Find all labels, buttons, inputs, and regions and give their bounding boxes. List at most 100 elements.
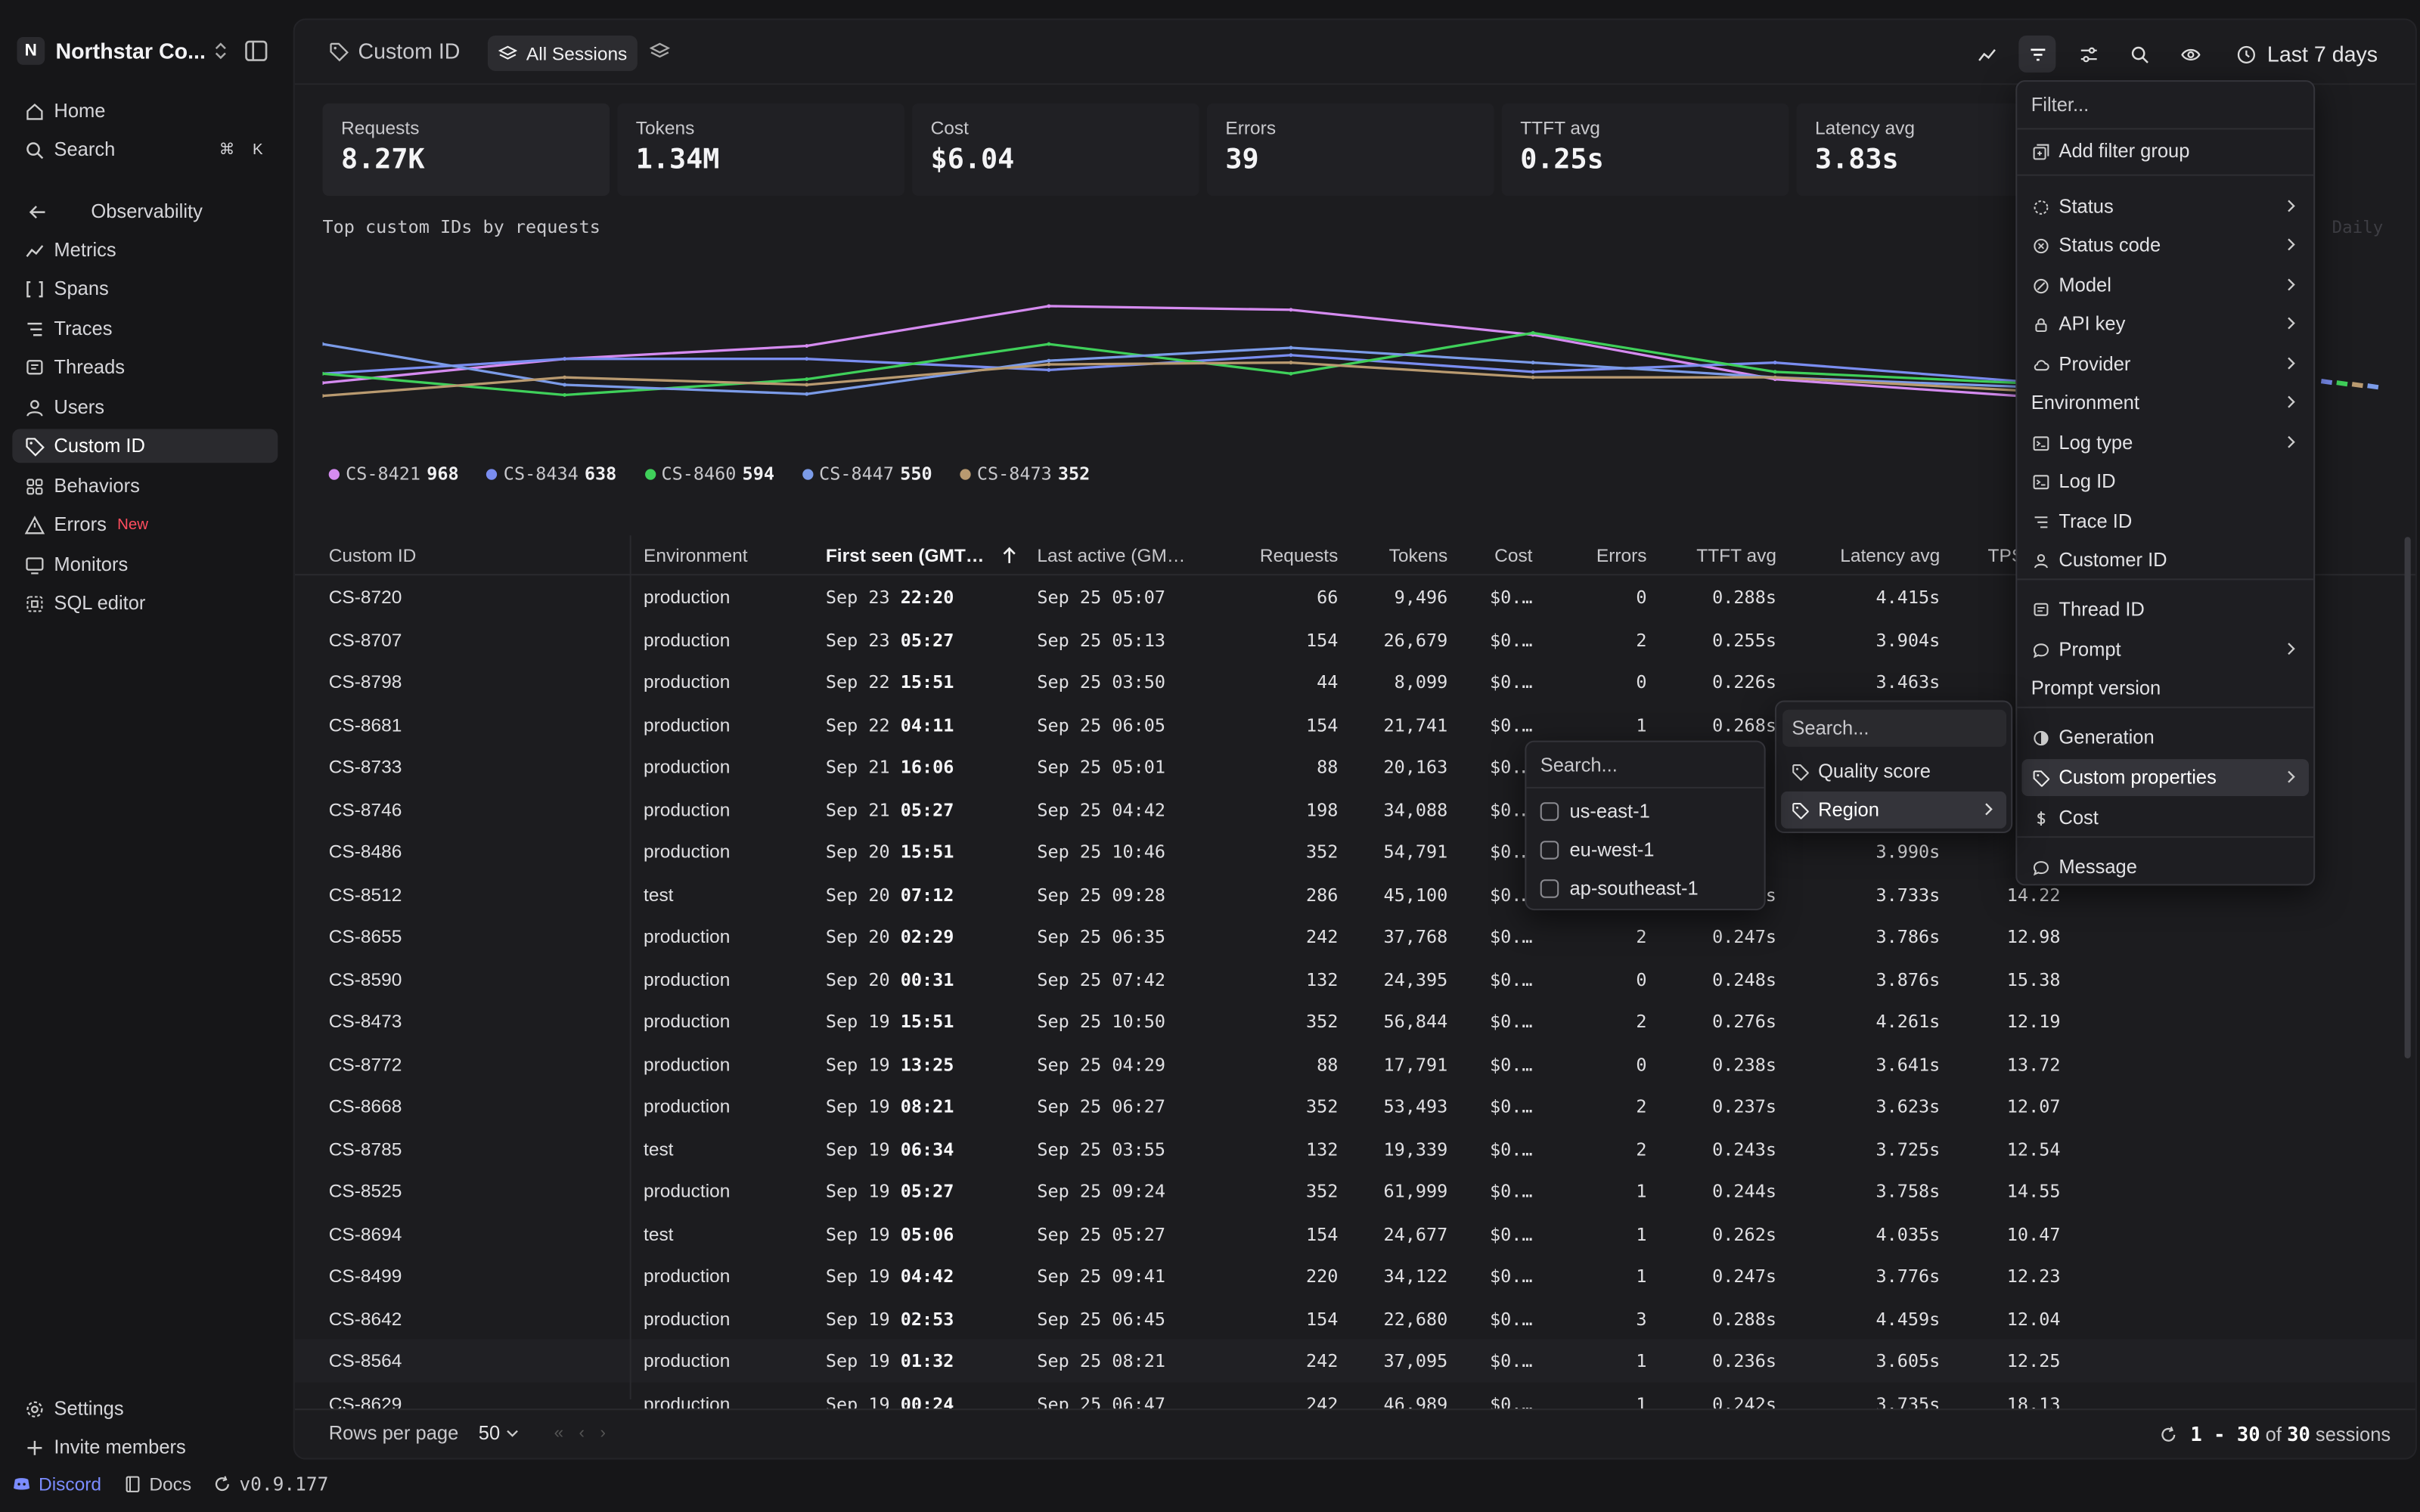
column-header[interactable]: Requests <box>1259 544 1339 566</box>
first-page-icon[interactable]: « <box>554 1424 564 1443</box>
filter-option-prompt-version[interactable]: Prompt version <box>2021 670 2309 707</box>
nav-custom-id[interactable]: Custom ID <box>12 429 278 463</box>
table-row[interactable]: CS-8642 production Sep 19 02:53 Sep 25 06:4… <box>295 1297 2415 1339</box>
filter-option-custom-properties[interactable]: Custom properties <box>2021 759 2310 797</box>
filter-search-input[interactable]: Filter... <box>2031 94 2090 116</box>
nav-home[interactable]: Home <box>12 94 278 128</box>
nav-errors[interactable]: Errors New <box>12 507 278 541</box>
table-row[interactable]: CS-8785 test Sep 19 06:34 Sep 25 03:55 132 19… <box>295 1127 2415 1170</box>
table-row[interactable]: CS-8486 production Sep 20 15:51 Sep 25 10:4… <box>295 830 2415 872</box>
table-row[interactable]: CS-8798 production Sep 22 15:51 Sep 25 03:5… <box>295 660 2415 702</box>
column-header[interactable]: Cost <box>1494 544 1533 566</box>
filter-option-thread-id[interactable]: Thread ID <box>2021 591 2309 628</box>
filter-option-status[interactable]: Status <box>2021 188 2309 225</box>
checkbox[interactable] <box>1540 879 1559 898</box>
filter-option-generation[interactable]: Generation <box>2021 719 2309 756</box>
custom-prop-quality-score[interactable]: Quality score <box>1781 753 2006 790</box>
filter-option-trace-id[interactable]: Trace ID <box>2021 503 2309 540</box>
sidebar-toggle-icon[interactable] <box>244 39 268 64</box>
nav-sql-editor[interactable]: SQL editor <box>12 587 278 621</box>
legend-item[interactable]: CS-8460 594 <box>644 463 774 485</box>
nav-users[interactable]: Users <box>12 390 278 424</box>
table-row[interactable]: CS-8655 production Sep 20 02:29 Sep 25 06:3… <box>295 915 2415 957</box>
filter-option-log-type[interactable]: Log type <box>2021 424 2309 461</box>
docs-link[interactable]: Docs <box>123 1473 191 1495</box>
filter-option-cost[interactable]: Cost <box>2021 799 2309 836</box>
checkbox[interactable] <box>1540 802 1559 821</box>
table-row[interactable]: CS-8525 production Sep 19 05:27 Sep 25 09:2… <box>295 1170 2415 1212</box>
legend-item[interactable]: CS-8473 352 <box>960 463 1090 485</box>
nav-traces[interactable]: Traces <box>12 311 278 345</box>
nav-search[interactable]: Search ⌘ K <box>12 133 278 167</box>
visibility-button[interactable] <box>2171 36 2208 73</box>
adjustments-button[interactable] <box>2070 36 2107 73</box>
refresh-icon[interactable] <box>2160 1425 2178 1443</box>
table-row[interactable]: CS-8772 production Sep 19 13:25 Sep 25 04:2… <box>295 1043 2415 1085</box>
all-sessions-tab[interactable]: All Sessions <box>487 35 638 71</box>
chart-toggle-button[interactable] <box>1968 36 2005 73</box>
stat-card[interactable]: Cost $6.04 <box>912 103 1199 197</box>
filter-option-log-id[interactable]: Log ID <box>2021 463 2309 500</box>
layers-toggle-icon[interactable] <box>650 42 670 62</box>
nav-monitors[interactable]: Monitors <box>12 547 278 581</box>
prev-page-icon[interactable]: ‹ <box>579 1424 585 1443</box>
column-header[interactable]: Environment <box>644 544 748 566</box>
table-row[interactable]: CS-8499 production Sep 19 04:42 Sep 25 09:4… <box>295 1254 2415 1297</box>
sort-ascending-icon[interactable] <box>1001 546 1016 564</box>
workspace-switcher[interactable]: N Northstar Co... <box>12 31 278 71</box>
date-range-picker[interactable]: Last 7 days <box>2224 36 2391 73</box>
search-button[interactable] <box>2121 36 2158 73</box>
add-filter-group[interactable]: Add filter group <box>2021 133 2309 170</box>
table-row[interactable]: CS-8473 production Sep 19 15:51 Sep 25 10:5… <box>295 999 2415 1042</box>
column-header[interactable]: Errors <box>1596 544 1647 566</box>
nav-settings[interactable]: Settings <box>12 1392 278 1426</box>
filter-option-api-key[interactable]: API key <box>2021 305 2309 342</box>
filter-option-prompt[interactable]: Prompt <box>2021 631 2309 668</box>
table-row[interactable]: CS-8668 production Sep 19 08:21 Sep 25 06:2… <box>295 1085 2415 1127</box>
checkbox[interactable] <box>1540 841 1559 860</box>
column-header[interactable]: Latency avg <box>1840 544 1941 566</box>
column-header[interactable]: First seen (GMT… <box>825 544 985 566</box>
next-page-icon[interactable]: › <box>600 1424 606 1443</box>
column-header[interactable]: TTFT avg <box>1696 544 1776 566</box>
table-row[interactable]: CS-8733 production Sep 21 16:06 Sep 25 05:0… <box>295 745 2415 788</box>
stat-card[interactable]: Tokens 1.34M <box>617 103 904 197</box>
filter-option-model[interactable]: Model <box>2021 267 2309 304</box>
table-scrollbar[interactable] <box>2404 537 2411 1058</box>
version-link[interactable]: v0.9.177 <box>213 1473 328 1495</box>
region-search-input[interactable]: Search... <box>1540 754 1618 776</box>
nav-threads[interactable]: Threads <box>12 350 278 384</box>
table-row[interactable]: CS-8694 test Sep 19 05:06 Sep 25 05:27 154 24… <box>295 1212 2415 1254</box>
custom-properties-search[interactable]: Search... <box>1782 709 2007 747</box>
filter-button[interactable] <box>2018 35 2056 73</box>
stat-card[interactable]: Requests 8.27K <box>322 103 610 197</box>
table-row[interactable]: CS-8746 production Sep 21 05:27 Sep 25 04:4… <box>295 788 2415 830</box>
nav-metrics[interactable]: Metrics <box>12 233 278 267</box>
custom-prop-region[interactable]: Region <box>1781 791 2007 829</box>
column-header[interactable]: Last active (GM… <box>1037 544 1186 566</box>
filter-option-provider[interactable]: Provider <box>2021 345 2309 383</box>
stat-card[interactable]: TTFT avg 0.25s <box>1501 103 1789 197</box>
rows-per-page-select[interactable]: 50 <box>471 1423 526 1444</box>
table-row[interactable]: CS-8564 production Sep 19 01:32 Sep 25 08:2… <box>294 1339 2415 1382</box>
table-row[interactable]: CS-8590 production Sep 20 00:31 Sep 25 07:4… <box>295 957 2415 999</box>
chart-granularity[interactable]: Daily <box>2332 217 2384 238</box>
filter-option-status-code[interactable]: Status code <box>2021 227 2309 264</box>
region-option-ap-southeast-1[interactable]: ap-southeast-1 <box>1531 870 1759 907</box>
filter-option-message[interactable]: Message <box>2021 848 2309 885</box>
table-row[interactable]: CS-8681 production Sep 22 04:11 Sep 25 06:0… <box>295 703 2415 745</box>
nav-behaviors[interactable]: Behaviors <box>12 469 278 503</box>
table-row[interactable]: CS-8720 production Sep 23 22:20 Sep 25 05:0… <box>295 575 2415 618</box>
legend-item[interactable]: CS-8447 550 <box>802 463 932 485</box>
nav-spans[interactable]: Spans <box>12 271 278 305</box>
filter-option-customer-id[interactable]: Customer ID <box>2021 541 2309 578</box>
column-header[interactable]: Custom ID <box>328 544 417 566</box>
legend-item[interactable]: CS-8421 968 <box>328 463 459 485</box>
discord-link[interactable]: Discord <box>12 1473 101 1495</box>
region-option-us-east-1[interactable]: us-east-1 <box>1531 793 1759 830</box>
stat-card[interactable]: Errors 39 <box>1206 103 1494 197</box>
nav-invite-members[interactable]: Invite members <box>12 1430 278 1464</box>
column-header[interactable]: Tokens <box>1388 544 1448 566</box>
table-row[interactable]: CS-8512 test Sep 20 07:12 Sep 25 09:28 286 45… <box>295 872 2415 915</box>
region-option-eu-west-1[interactable]: eu-west-1 <box>1531 832 1759 869</box>
